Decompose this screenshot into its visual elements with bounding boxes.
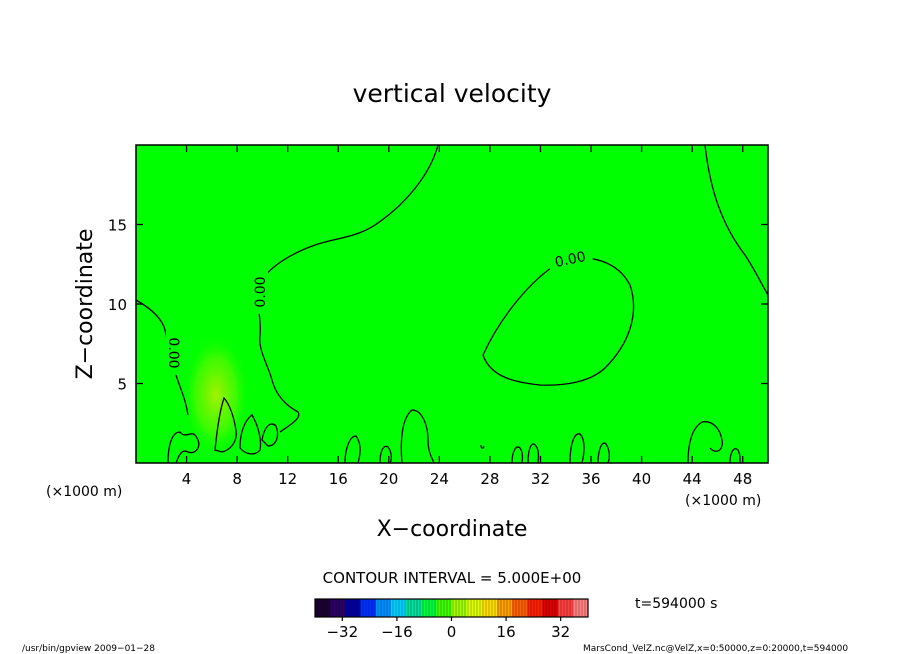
contour-line-cell-f bbox=[379, 445, 392, 464]
colorbar bbox=[314, 598, 589, 618]
colorbar-swatch-12 bbox=[497, 599, 513, 617]
x-tick-label-9: 40 bbox=[632, 470, 651, 488]
contour-line-right bbox=[704, 144, 769, 296]
contour-label-bg-1 bbox=[546, 245, 594, 271]
contour-label-left-edge: 0.00 bbox=[165, 337, 181, 368]
footer-right: MarsCond_VelZ.nc@VelZ,x=0:50000,z=0:2000… bbox=[583, 644, 848, 654]
updraft-region bbox=[182, 333, 250, 457]
colorbar-swatch-1 bbox=[330, 599, 346, 617]
colorbar-swatch-6 bbox=[406, 599, 422, 617]
x-tick-label-8: 36 bbox=[581, 470, 600, 488]
colorbar-tick-label-4: 32 bbox=[551, 623, 570, 641]
colorbar-swatch-13 bbox=[512, 599, 528, 617]
x-tick-label-5: 24 bbox=[430, 470, 449, 488]
colorbar-swatch-16 bbox=[557, 599, 574, 617]
x-tick-label-11: 48 bbox=[733, 470, 752, 488]
contour-label-bg-3 bbox=[166, 331, 182, 375]
x-tick-label-3: 16 bbox=[329, 470, 348, 488]
contour-line-cell-j bbox=[569, 433, 585, 464]
contour-label-upper-left: 0.00 bbox=[253, 276, 269, 307]
contour-interval-text: CONTOUR INTERVAL = 5.000E+00 bbox=[323, 569, 582, 587]
colorbar-swatch-4 bbox=[375, 599, 392, 617]
contour-line-cell-h bbox=[511, 446, 524, 464]
x-axis-title: X−coordinate bbox=[377, 517, 528, 542]
contour-label-bg-2 bbox=[252, 270, 268, 314]
contour-line-cell-k bbox=[597, 442, 610, 464]
x-unit-left: (×1000 m) bbox=[46, 484, 122, 500]
x-tick-label-2: 12 bbox=[278, 470, 297, 488]
x-tick-label-1: 8 bbox=[232, 470, 242, 488]
colorbar-swatch-15 bbox=[542, 599, 559, 617]
time-label: t=594000 s bbox=[635, 596, 717, 612]
colorbar-tick-label-1: −16 bbox=[381, 623, 413, 641]
y-axis-title: Z−coordinate bbox=[73, 229, 98, 380]
y-tick-label-2: 15 bbox=[108, 217, 127, 235]
contour-label-oval: 0.00 bbox=[554, 249, 588, 271]
contour-line-cell-d bbox=[261, 423, 279, 447]
contour-line-cell-g bbox=[400, 409, 435, 464]
x-tick-label-0: 4 bbox=[182, 470, 192, 488]
colorbar-swatch-7 bbox=[421, 599, 437, 617]
colorbar-swatch-5 bbox=[390, 599, 407, 617]
colorbar-tick-label-3: 16 bbox=[497, 623, 516, 641]
contour-line-cell-a bbox=[167, 431, 200, 464]
contour-line-cell-i bbox=[527, 443, 540, 464]
colorbar-swatch-8 bbox=[436, 599, 452, 617]
colorbar-tick-label-0: −32 bbox=[326, 623, 358, 641]
x-unit-right: (×1000 m) bbox=[685, 493, 761, 509]
x-tick-label-6: 28 bbox=[480, 470, 499, 488]
y-tick-label-0: 5 bbox=[117, 376, 127, 394]
x-tick-label-4: 20 bbox=[379, 470, 398, 488]
contour-line-cell-m bbox=[729, 448, 741, 464]
x-axis-ticks: 4 8 12 16 20 24 28 32 36 40 44 48 bbox=[182, 145, 752, 488]
contour-line-cell-n bbox=[480, 444, 485, 449]
colorbar-swatch-0 bbox=[315, 599, 331, 617]
footer-left: /usr/bin/gpview 2009−01−28 bbox=[22, 644, 155, 654]
x-tick-label-10: 44 bbox=[683, 470, 702, 488]
colorbar-swatch-14 bbox=[527, 599, 543, 617]
contour-line-cell-e bbox=[344, 435, 361, 464]
colorbar-swatch-11 bbox=[481, 599, 498, 617]
y-axis-ticks: 5 10 15 bbox=[108, 217, 768, 394]
colorbar-tick-label-2: 0 bbox=[447, 623, 457, 641]
colorbar-swatch-2 bbox=[345, 599, 361, 617]
contour-line-cell-l bbox=[687, 421, 723, 464]
colorbar-swatch-10 bbox=[466, 599, 483, 617]
colorbar-swatch-3 bbox=[360, 599, 377, 617]
chart-title: vertical velocity bbox=[353, 79, 552, 108]
colorbar-swatch-17 bbox=[572, 599, 589, 617]
contour-line-cell-c bbox=[239, 414, 262, 455]
contour-line-oval bbox=[482, 257, 635, 386]
y-tick-label-1: 10 bbox=[108, 296, 127, 314]
contour-line-cell-b bbox=[214, 396, 237, 453]
colorbar-ticks: −32 −16 0 16 32 bbox=[326, 617, 570, 641]
x-tick-label-7: 32 bbox=[531, 470, 550, 488]
colorbar-swatch-9 bbox=[451, 599, 468, 617]
